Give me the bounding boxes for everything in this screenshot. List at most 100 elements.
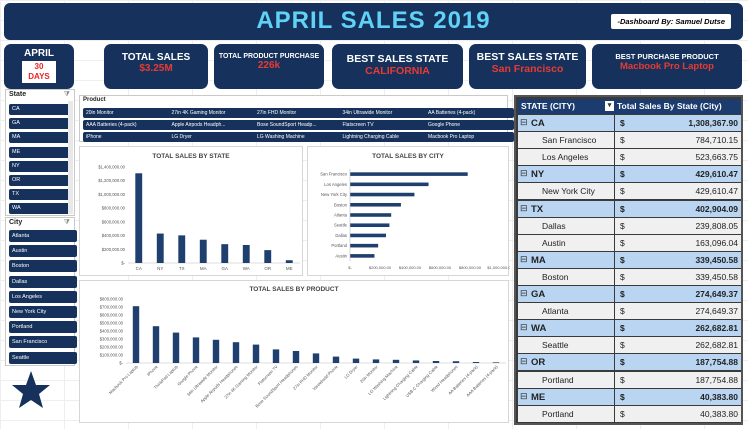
city-slicer-title: City [9, 219, 23, 226]
collapse-icon[interactable]: ⊟ [520, 356, 528, 367]
product-slicer-item[interactable]: LG Dryer [168, 132, 258, 142]
y-tick-label: Austin [335, 253, 347, 258]
best-product-value: Macbook Pro Laptop [620, 61, 714, 72]
dashboard-title: APRIL SALES 2019 [256, 7, 491, 34]
city-slicer-item[interactable]: Portland [9, 321, 77, 334]
filter-dropdown-icon[interactable]: ▾ [605, 101, 614, 111]
product-slicer-item[interactable]: AAA Batteries (4-pack) [83, 120, 172, 130]
state-slicer-scrollbar[interactable] [68, 101, 73, 214]
bar [252, 344, 260, 363]
city-slicer-item[interactable]: Seattle [9, 351, 77, 364]
bar [452, 361, 460, 363]
currency-symbol: $ [620, 135, 625, 146]
y-tick-label: $500,000.00 [100, 321, 124, 326]
city-slicer-item[interactable]: Dallas [9, 275, 77, 288]
y-tick-label: $- [121, 261, 125, 266]
clear-filter-icon[interactable]: ⧩ [63, 219, 70, 226]
x-tick-label: LG Dryer [343, 364, 359, 380]
pivot-city-row: Seattle $262,682.81 [518, 337, 741, 354]
state-slicer-item[interactable]: WA [9, 203, 72, 215]
state-slicer-item[interactable]: ME [9, 146, 72, 158]
pivot-row-label: San Francisco [542, 135, 597, 146]
bar [350, 254, 375, 258]
pivot-state-row[interactable]: ⊟ WA $262,682.81 [518, 320, 741, 337]
pivot-state-row[interactable]: ⊟ ME $40,383.80 [518, 388, 741, 405]
pivot-state-row[interactable]: ⊟ NY $429,610.47 [518, 166, 741, 183]
product-slicer-item[interactable]: 20in Monitor [83, 108, 172, 118]
pivot-row-value: 784,710.15 [695, 135, 738, 146]
city-slicer-item[interactable]: San Francisco [9, 336, 77, 349]
collapse-icon[interactable]: ⊟ [520, 253, 528, 264]
pivot-state-row[interactable]: ⊟ GA $274,649.37 [518, 286, 741, 303]
pivot-row-value: 262,682.81 [695, 340, 738, 351]
city-slicer-item[interactable]: Los Angeles [9, 290, 77, 303]
y-tick-label: $- [119, 361, 123, 366]
city-slicer-item[interactable]: New York City [9, 306, 77, 318]
city-slicer-item[interactable]: Austin [9, 245, 77, 258]
state-slicer-item[interactable]: CA [9, 104, 72, 115]
product-slicer-item[interactable]: Bose SoundSport Headp... [254, 120, 343, 130]
pivot-row-value: 523,663.75 [695, 152, 738, 163]
y-tick-label: Portland [331, 243, 347, 248]
chart-title: TOTAL SALES BY PRODUCT [249, 286, 339, 293]
clear-filter-icon[interactable]: ⧩ [63, 91, 70, 98]
y-tick-label: $600,000.00 [102, 219, 126, 224]
state-slicer: State ⧩ CA GA MA ME NY OR TX WA [5, 89, 75, 216]
collapse-icon[interactable]: ⊟ [520, 202, 528, 213]
city-slicer-item[interactable]: Atlanta [9, 230, 77, 242]
y-tick-label: Atlanta [334, 213, 348, 218]
product-slicer-item[interactable]: Apple Airpods Headph... [168, 120, 258, 130]
y-tick-label: $400,000.00 [100, 329, 124, 334]
pivot-row-label: Atlanta [542, 306, 569, 317]
state-slicer-item[interactable]: TX [9, 189, 72, 201]
pivot-row-label: Portland [542, 408, 574, 419]
bar [392, 359, 400, 363]
product-slicer-item[interactable]: iPhone [83, 132, 172, 142]
x-tick-label: $800,000.00 [459, 265, 482, 270]
best-state-title: BEST SALES STATE [346, 53, 449, 65]
x-tick-label: OR [264, 266, 272, 271]
collapse-icon[interactable]: ⊟ [520, 390, 528, 401]
y-tick-label: $1,200,000.00 [98, 178, 125, 183]
pivot-row-label: WA [531, 323, 547, 335]
pivot-state-row[interactable]: ⊟ OR $187,754.88 [518, 354, 741, 371]
pivot-row-label: CA [531, 118, 545, 129]
state-slicer-item[interactable]: MA [9, 132, 72, 144]
state-slicer-item[interactable]: OR [9, 175, 72, 186]
bar [492, 362, 500, 363]
product-slicer-item[interactable]: 34in Ultrawide Monitor [339, 108, 429, 118]
city-slicer-item[interactable]: Boston [9, 260, 77, 273]
pivot-city-row: Atlanta $274,649.37 [518, 303, 741, 320]
state-slicer-item[interactable]: NY [9, 160, 72, 172]
product-slicer-item[interactable]: Lightning Charging Cable [339, 132, 429, 142]
pivot-state-row[interactable]: ⊟ MA $339,450.58 [518, 251, 741, 268]
pivot-row-label: Los Angeles [542, 152, 589, 163]
y-tick-label: $400,000.00 [102, 233, 126, 238]
currency-symbol: $ [620, 237, 625, 248]
pivot-city-row: Dallas $239,808.05 [518, 217, 741, 234]
x-tick-label: CA [136, 266, 142, 271]
currency-symbol: $ [620, 254, 625, 265]
collapse-icon[interactable]: ⊟ [520, 288, 528, 298]
pivot-state-row[interactable]: ⊟ TX $402,904.09 [518, 200, 741, 217]
pivot-state-row[interactable]: ⊟ CA $1,308,367.90 [518, 115, 741, 132]
collapse-icon[interactable]: ⊟ [520, 322, 528, 333]
bar [350, 233, 386, 238]
best-city-title: BEST SALES STATE [476, 51, 579, 63]
product-slicer-item[interactable]: Google Phone [425, 120, 514, 130]
collapse-icon[interactable]: ⊟ [520, 168, 528, 179]
best-city-card: BEST SALES STATE San Francisco [469, 44, 586, 89]
product-slicer-item[interactable]: AA Batteries (4-pack) [425, 108, 514, 118]
pivot-row-label: TX [531, 203, 544, 215]
product-slicer-item[interactable]: 27in 4K Gaming Monitor [168, 108, 258, 118]
bar [178, 235, 186, 263]
product-slicer-item[interactable]: LG Washing Machine [254, 132, 343, 142]
pivot-row-value: 262,682.81 [695, 323, 738, 334]
pivot-row-label: Dallas [542, 220, 566, 231]
product-slicer-item[interactable]: 27in FHD Monitor [254, 108, 343, 118]
product-slicer-item[interactable]: Macbook Pro Laptop [425, 132, 514, 142]
collapse-icon[interactable]: ⊟ [520, 117, 528, 127]
product-slicer-item[interactable]: Flatscreen TV [339, 120, 429, 130]
state-slicer-item[interactable]: GA [9, 118, 72, 130]
x-tick-label: $400,000.00 [399, 265, 422, 270]
